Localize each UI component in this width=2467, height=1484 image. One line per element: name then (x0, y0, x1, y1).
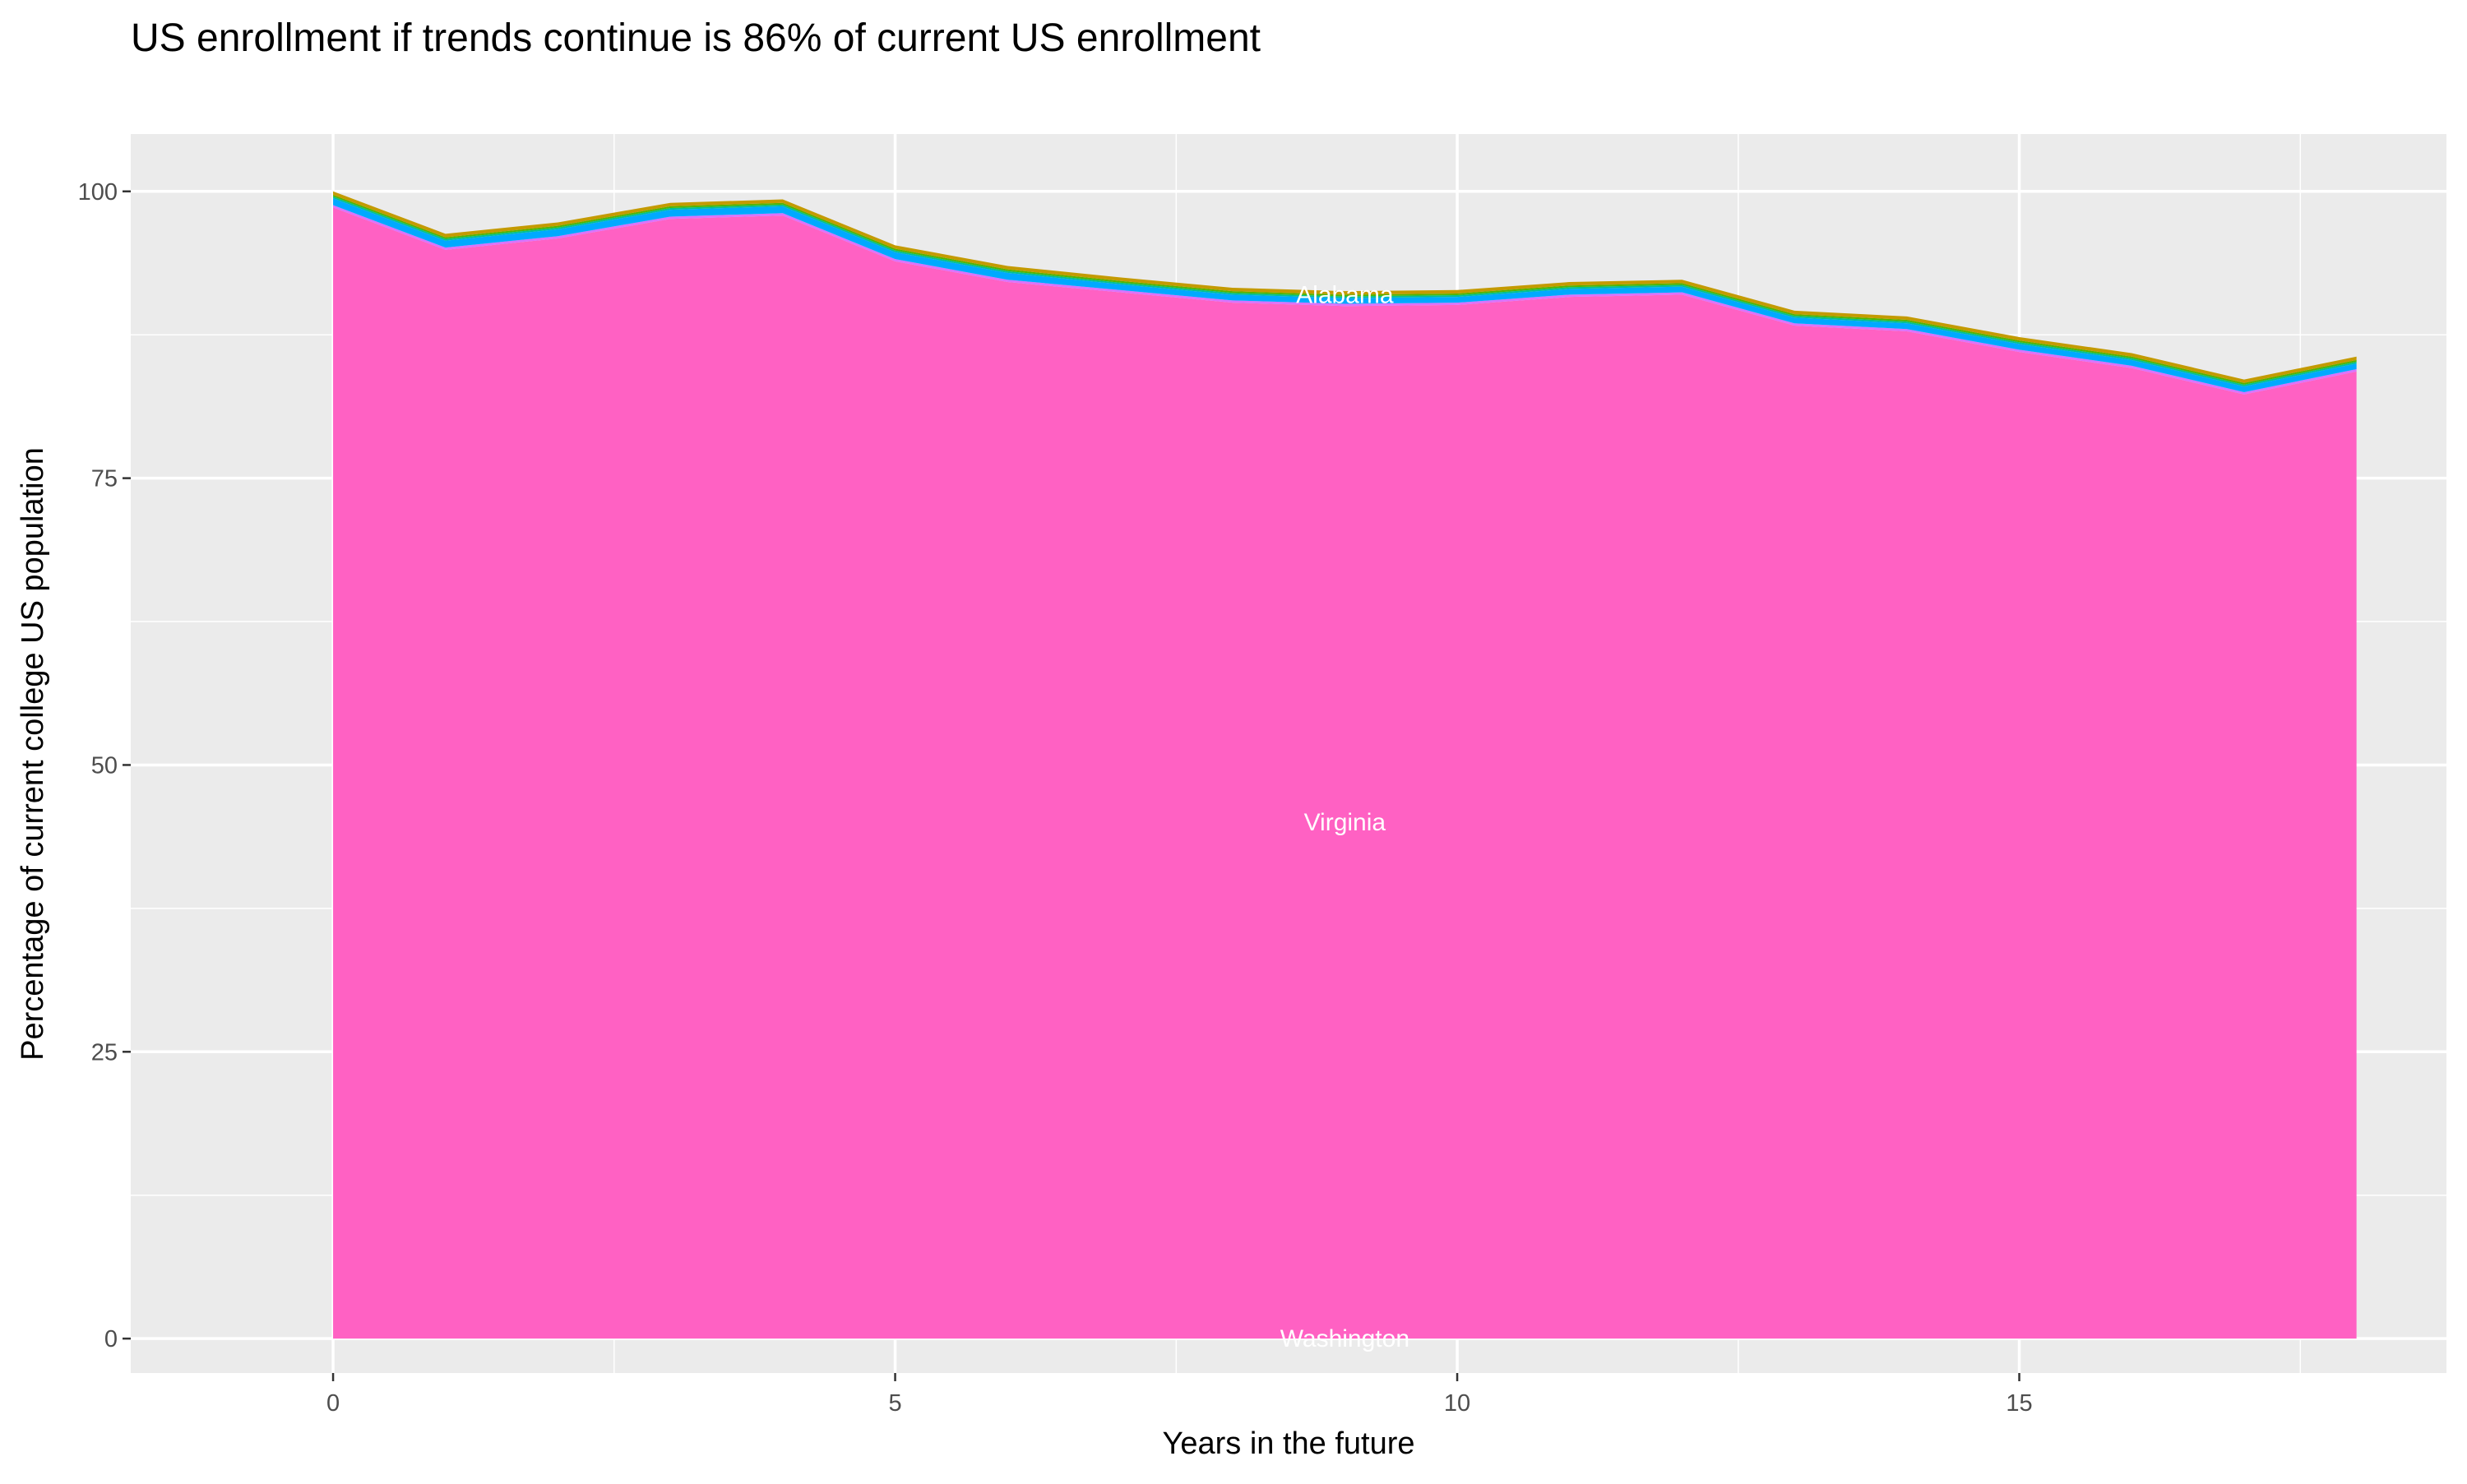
y-tick-label: 50 (91, 752, 118, 779)
x-axis-title: Years in the future (1162, 1426, 1414, 1461)
area-label: Alabama (1296, 281, 1394, 308)
y-tick-label: 75 (91, 466, 118, 492)
y-tick-label: 100 (78, 179, 118, 206)
y-axis-title: Percentage of current college US populat… (16, 447, 50, 1061)
area-layers (333, 191, 2357, 1339)
chart-title: US enrollment if trends continue is 86% … (131, 16, 1261, 60)
area-label: Virginia (1304, 809, 1386, 836)
x-tick-label: 15 (2006, 1390, 2032, 1417)
x-tick-label: 5 (888, 1390, 901, 1417)
area-label: Washington (1280, 1325, 1409, 1352)
annotations: Alabama Virginia Washington (1280, 281, 1409, 1352)
axes: 0 5 10 15 0 25 50 75 100 (78, 179, 2033, 1417)
y-tick-label: 0 (104, 1326, 118, 1352)
x-tick-label: 0 (326, 1390, 340, 1417)
x-tick-label: 10 (1444, 1390, 1470, 1417)
area-layer-0 (333, 207, 2357, 1339)
y-tick-label: 25 (91, 1039, 118, 1066)
